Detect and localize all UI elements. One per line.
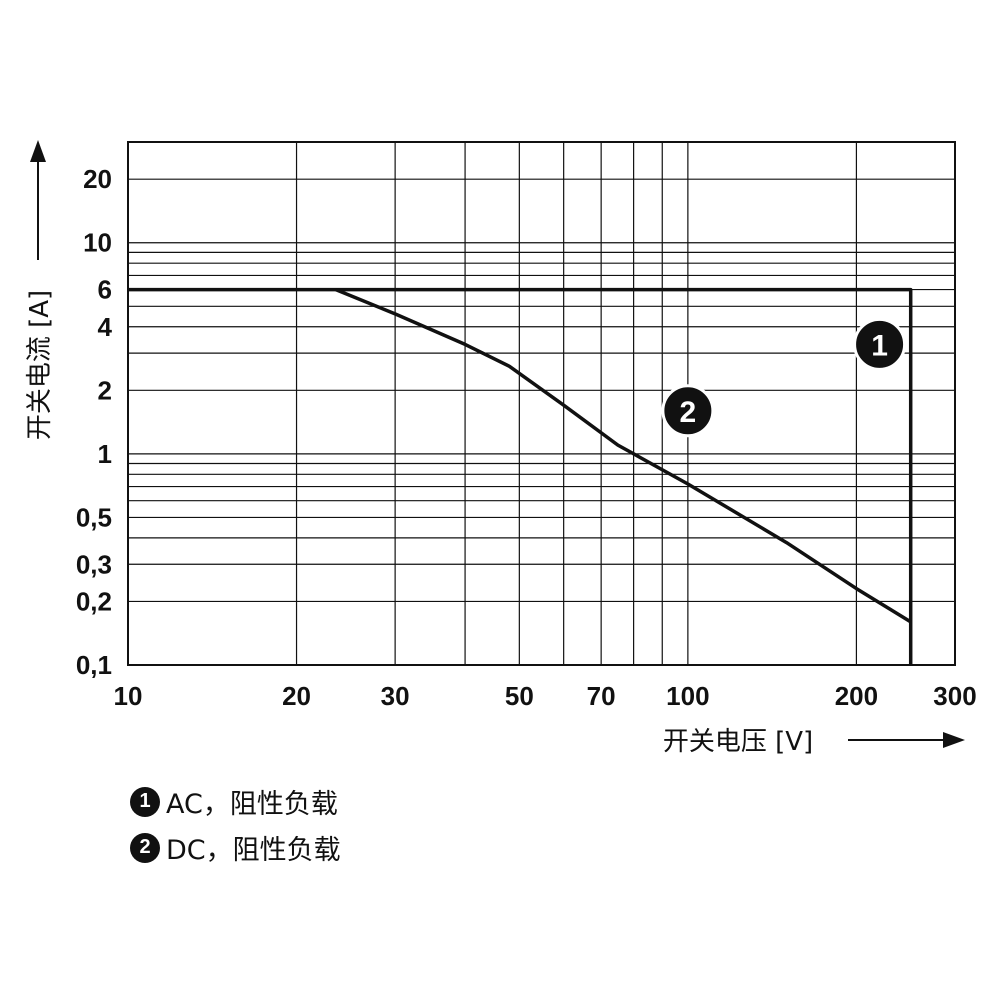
- legend-item-1: 1 AC，阻性负载: [130, 782, 338, 821]
- x-tick-label: 50: [505, 681, 534, 711]
- series-marker-1: 1: [853, 317, 907, 371]
- series-marker-label: 1: [871, 329, 888, 362]
- legend-text-1: AC，阻性负载: [166, 789, 338, 820]
- y-tick-labels: 20 10 6 4 2 1 0,5 0,3 0,2 0,1: [76, 164, 113, 680]
- x-tick-label: 20: [282, 681, 311, 711]
- plot-frame: [127, 141, 956, 666]
- x-tick-label: 70: [587, 681, 616, 711]
- y-tick-label: 0,5: [76, 502, 112, 532]
- x-tick-label: 100: [666, 681, 709, 711]
- series-line-1: [128, 287, 913, 665]
- horizontal-gridlines: [128, 141, 955, 666]
- vertical-gridlines: [127, 142, 956, 665]
- y-tick-label: 6: [98, 275, 112, 305]
- x-axis-title: 开关电压 [V]: [663, 727, 813, 757]
- y-axis-title-group: 开关电流 [A]: [25, 140, 55, 440]
- y-tick-label: 0,2: [76, 586, 112, 616]
- x-tick-label: 300: [933, 681, 976, 711]
- y-tick-label: 10: [83, 228, 112, 258]
- y-tick-label: 2: [98, 375, 112, 405]
- x-axis-arrow-head: [943, 732, 965, 748]
- x-tick-label: 10: [114, 681, 143, 711]
- y-tick-label: 0,1: [76, 650, 112, 680]
- x-tick-label: 200: [835, 681, 878, 711]
- y-axis-arrow-head: [30, 140, 46, 162]
- y-tick-label: 20: [83, 164, 112, 194]
- series-marker-2: 2: [661, 384, 715, 438]
- legend-item-2: 2 DC，阻性负载: [130, 828, 341, 867]
- legend-marker-1: 1: [130, 786, 160, 817]
- series-layer: [128, 287, 913, 665]
- legend-text-2: DC，阻性负载: [166, 835, 341, 866]
- y-axis-title: 开关电流 [A]: [25, 290, 55, 440]
- x-axis-title-group: 开关电压 [V]: [663, 727, 965, 757]
- y-tick-label: 4: [98, 312, 113, 342]
- series-line-2: [335, 287, 912, 624]
- legend-marker-2: 2: [130, 832, 160, 863]
- series-marker-circle: [661, 384, 715, 438]
- x-tick-label: 30: [381, 681, 410, 711]
- series-marker-label: 2: [680, 396, 697, 429]
- series-marker-circle: [853, 317, 907, 371]
- y-tick-label: 1: [98, 439, 112, 469]
- y-tick-label: 0,3: [76, 549, 112, 579]
- x-tick-labels: 10 20 30 50 70 100 200 300: [114, 681, 977, 711]
- annotation-layer: 12: [661, 317, 907, 438]
